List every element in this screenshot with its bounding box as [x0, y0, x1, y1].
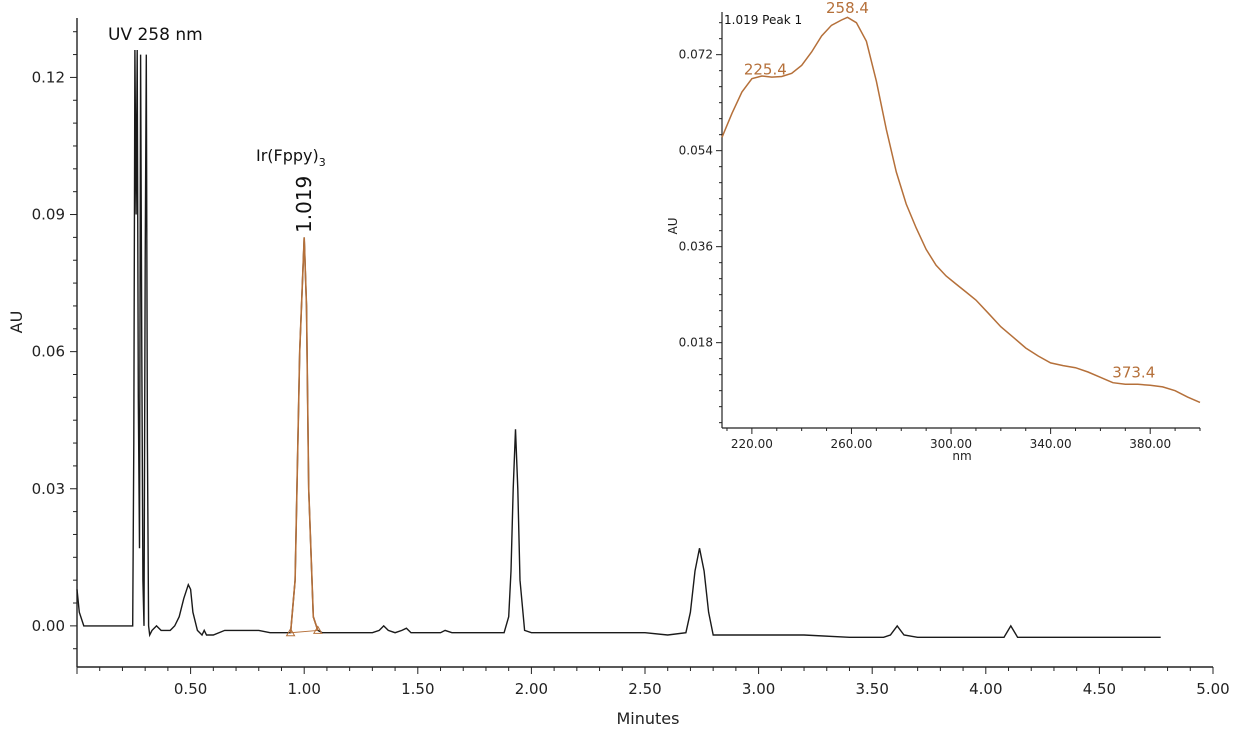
inset-title: 1.019 Peak 1: [724, 13, 802, 27]
x-tick-label: 0.50: [174, 680, 207, 698]
y-axis-label: AU: [7, 311, 26, 334]
inset-x-tick-label: 380.00: [1129, 437, 1171, 451]
x-tick-label: 4.00: [969, 680, 1002, 698]
chromatogram-ticks: 0.50 1.00 1.50 2.00 2.50 3.00 3.50 4.00 4.50 5.00…: [32, 31, 1230, 698]
chart-title: UV 258 nm: [108, 25, 203, 45]
inset-y-tick-label: 0.036: [679, 240, 713, 254]
peak-boundary-marker: [312, 625, 323, 634]
inset-y-tick-label: 0.018: [679, 336, 713, 350]
x-tick-label: 3.50: [855, 680, 888, 698]
x-tick-label: 2.50: [628, 680, 661, 698]
inset-wavelength-label: 373.4: [1112, 363, 1155, 381]
highlighted-peak-trace: [289, 237, 319, 633]
x-tick-label: 1.00: [287, 680, 320, 698]
x-tick-label: 3.00: [742, 680, 775, 698]
chromatogram-axes: [76, 18, 1213, 668]
inset-x-tick-label: 300.00: [930, 437, 972, 451]
peak-compound-label: Ir(Fppy)3: [256, 146, 326, 169]
inset-x-tick-label: 220.00: [731, 437, 773, 451]
inset-x-tick-label: 340.00: [1030, 437, 1072, 451]
x-tick-label: 5.00: [1196, 680, 1229, 698]
inset-y-axis-label: AU: [666, 218, 680, 235]
peak-integration-markers: [285, 625, 323, 637]
chromatogram-chart: 0.50 1.00 1.50 2.00 2.50 3.00 3.50 4.00 4.50 5.00…: [7, 18, 1230, 728]
y-tick-label: 0.06: [32, 343, 65, 361]
inset-wavelength-labels: 225.4 258.4 373.4: [744, 0, 1155, 381]
inset-y-tick-label: 0.054: [679, 144, 713, 158]
inset-wavelength-label: 258.4: [826, 0, 869, 17]
inset-ticks: 220.00 260.00 300.00 340.00 380.00 0.018 0.036…: [679, 22, 1201, 451]
inset-x-tick-label: 260.00: [830, 437, 872, 451]
y-tick-label: 0.09: [32, 206, 65, 224]
peak-retention-time-label: 1.019: [292, 176, 316, 233]
y-tick-label: 0.03: [32, 480, 65, 498]
y-tick-label: 0.00: [32, 617, 65, 635]
inset-x-axis-label: nm: [952, 449, 971, 463]
uv-spectrum-trace: [721, 16, 1201, 404]
y-tick-label: 0.12: [32, 68, 65, 86]
inset-wavelength-label: 225.4: [744, 60, 787, 78]
x-tick-label: 2.00: [515, 680, 548, 698]
chromatogram-trace: [76, 49, 1161, 638]
uv-spectrum-inset: 220.00 260.00 300.00 340.00 380.00 0.018 0.036…: [666, 0, 1201, 463]
x-axis-label: Minutes: [617, 709, 680, 728]
inset-y-tick-label: 0.072: [679, 48, 713, 62]
x-tick-label: 4.50: [1083, 680, 1116, 698]
peak-baseline: [290, 629, 318, 634]
x-tick-label: 1.50: [401, 680, 434, 698]
peak-boundary-marker: [285, 627, 296, 637]
